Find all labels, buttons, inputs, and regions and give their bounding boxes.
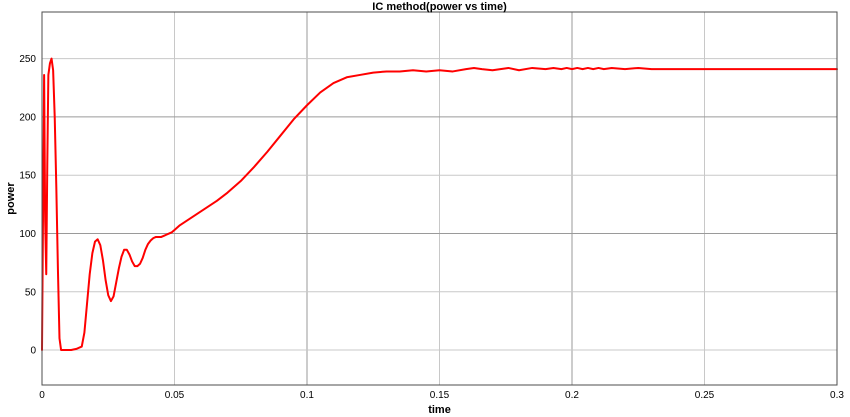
x-tick-label: 0.1 (300, 390, 314, 401)
x-tick-label: 0.25 (695, 390, 715, 401)
x-tick-label: 0.3 (830, 390, 844, 401)
grid-layer (41, 12, 838, 385)
y-tick-label: 100 (19, 229, 36, 240)
x-tick-label: 0.05 (165, 390, 185, 401)
y-tick-label: 200 (19, 112, 36, 123)
x-tick-label: 0.15 (430, 390, 450, 401)
y-tick-label: 150 (19, 171, 36, 182)
power-series-line (41, 57, 838, 352)
x-axis-label: time (428, 404, 451, 416)
y-tick-label: 50 (25, 287, 37, 298)
y-axis-label: power (5, 182, 17, 215)
plot-area-frame (41, 11, 838, 386)
tick-layer: 0 0.05 0.1 0.15 0.2 0.25 0.3 0 50 100 150 200 250 (19, 54, 844, 401)
x-tick-label: 0.2 (565, 390, 579, 401)
chart-title: IC method(power vs time) (372, 1, 507, 13)
y-tick-label: 250 (19, 54, 36, 65)
y-tick-label: 0 (30, 346, 36, 357)
series-layer (41, 57, 838, 352)
x-tick-label: 0 (39, 390, 45, 401)
